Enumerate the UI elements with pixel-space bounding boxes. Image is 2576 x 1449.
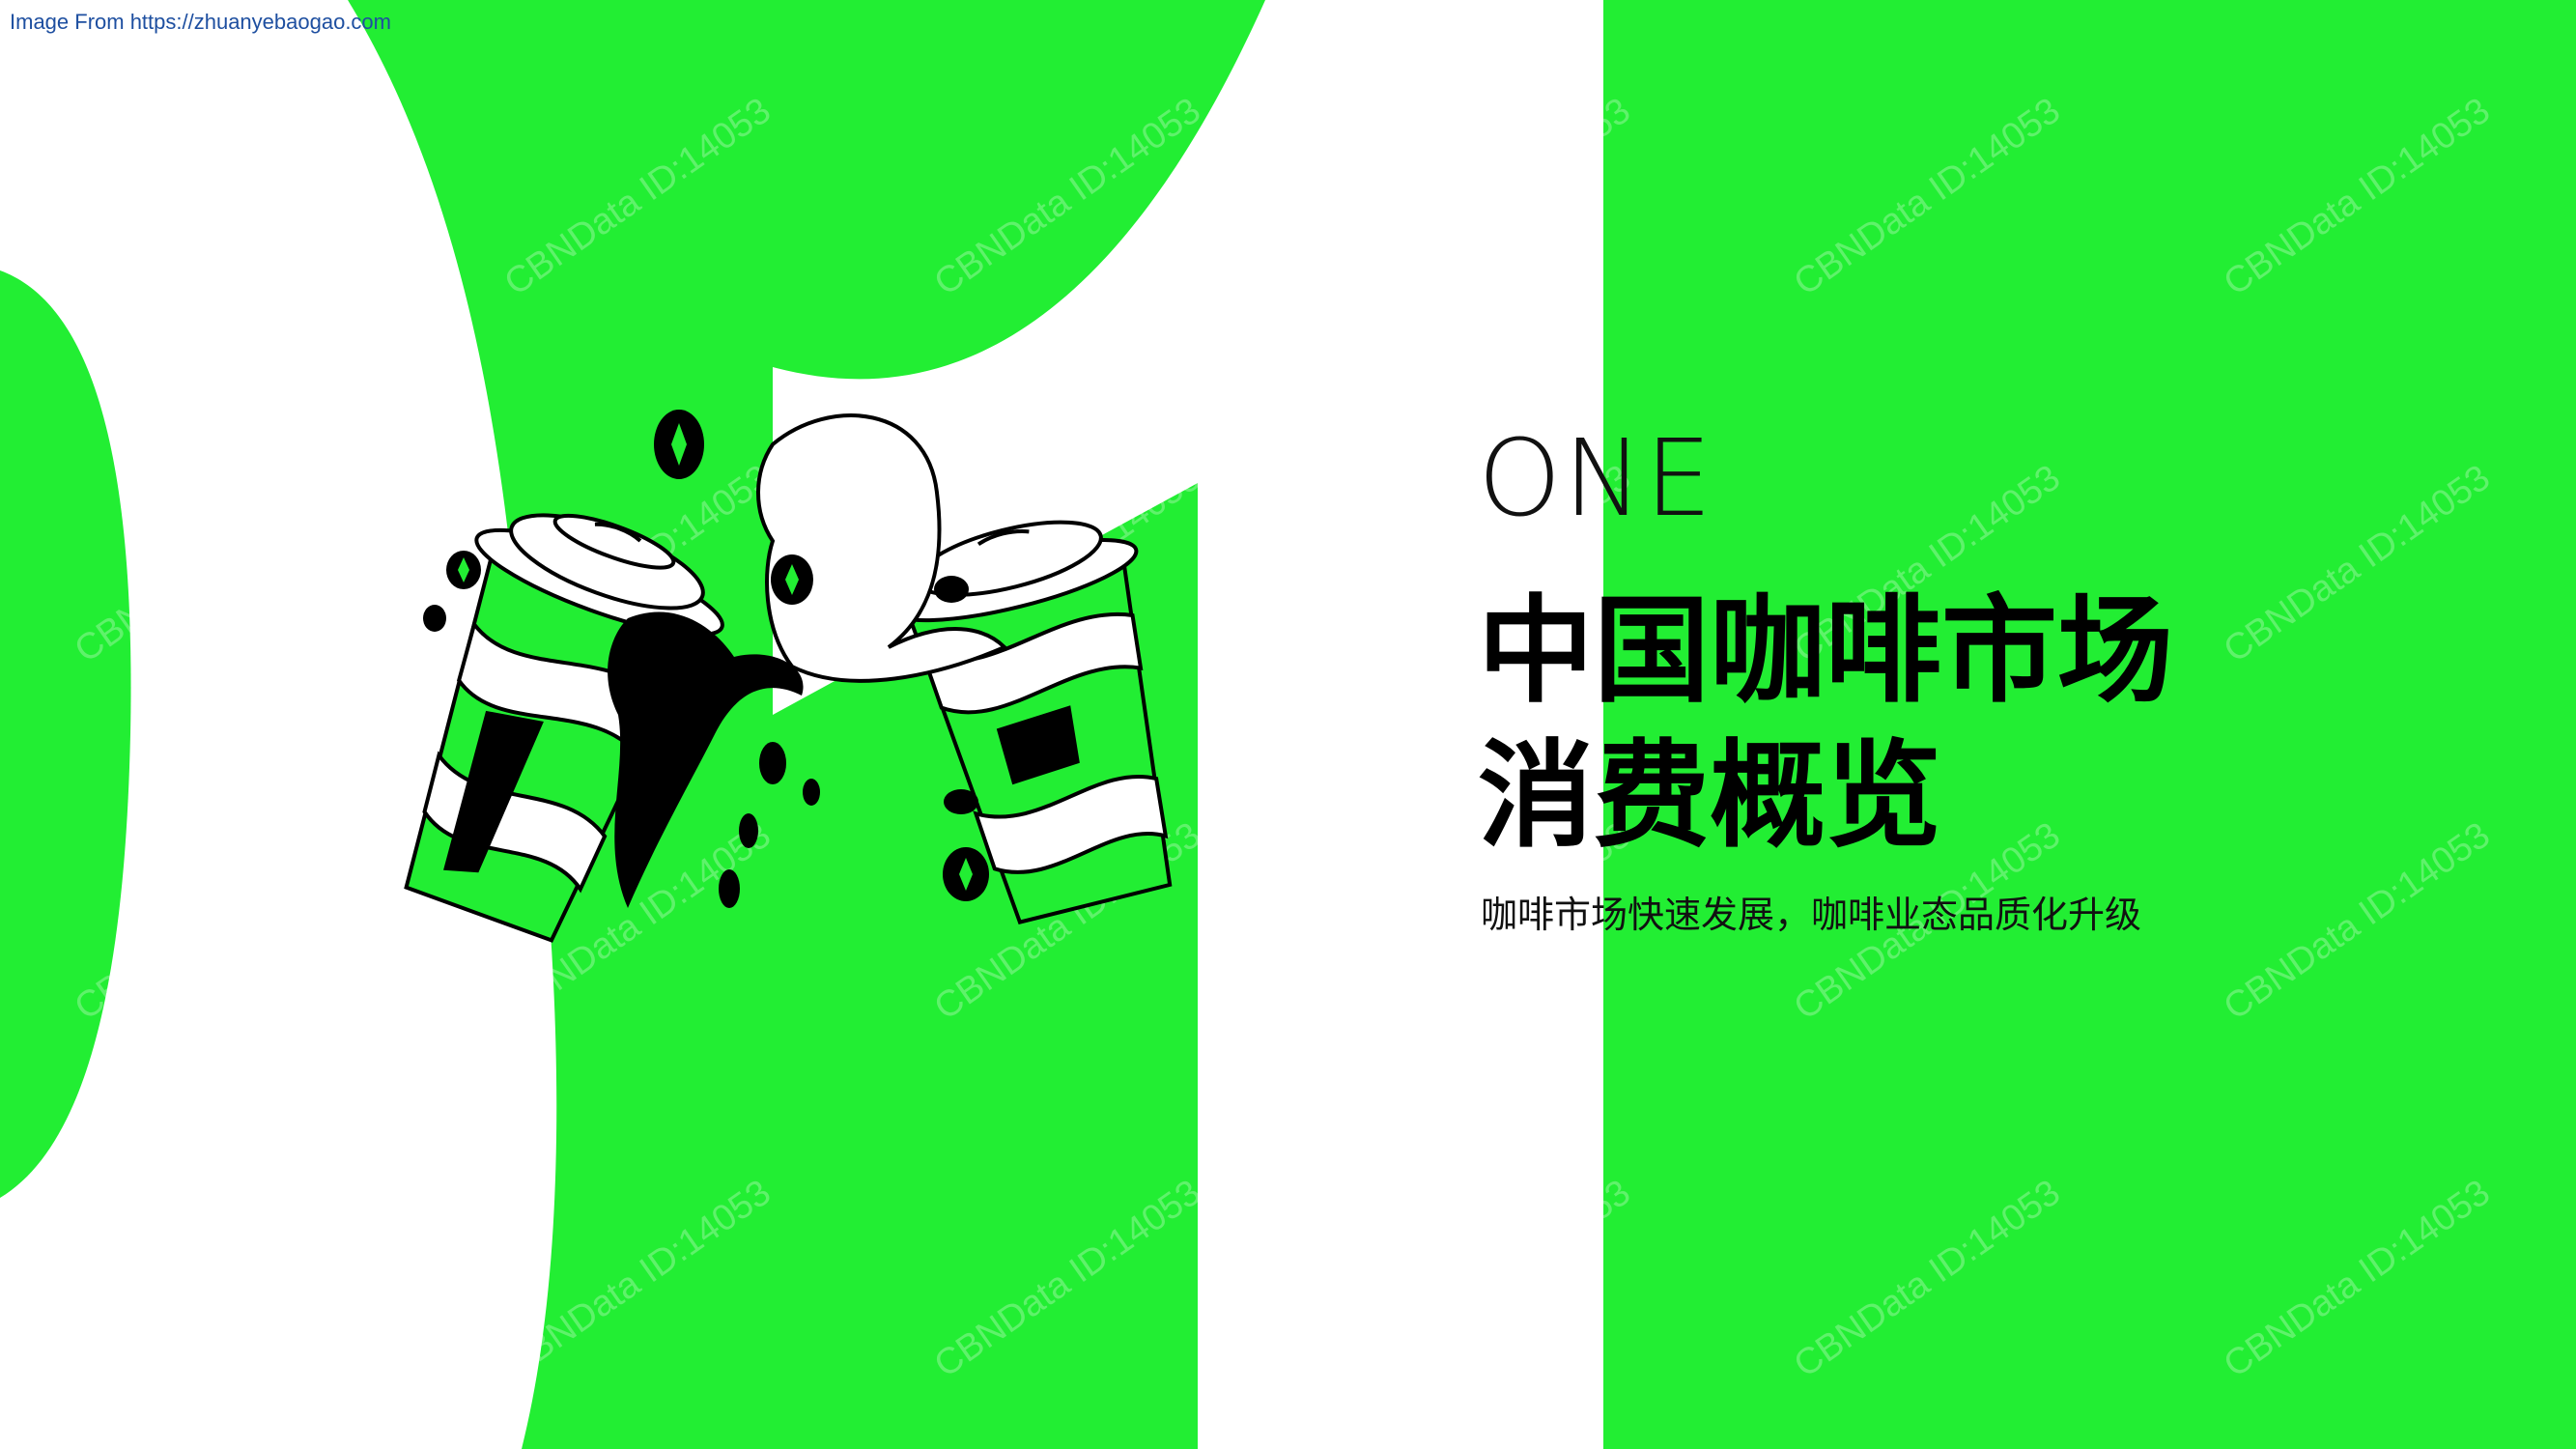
sparkle-beans [423,410,989,901]
coffee-drop [803,779,820,806]
section-number: ONE [1478,416,1714,540]
page-title: 中国咖啡市场 消费概览 [1478,580,2444,869]
left-green-sliver [0,270,131,1198]
title-line: 中国咖啡市场 [1478,584,2173,719]
large-zero-green-shape [348,0,1265,1449]
source-note: Image From https://zhuanyebaogao.com [10,10,391,34]
coffee-drop [759,742,786,784]
coffee-cups-illustration [404,410,1173,943]
title-line: 消费概览 [1478,729,1941,864]
coffee-splash [608,611,804,908]
coffee-drop [739,813,758,848]
coffee-drop [719,869,740,908]
right-green-band [1603,0,2576,1449]
milk-splash [756,413,1008,683]
page-subtitle: 咖啡市场快速发展，咖啡业态品质化升级 [1481,894,2142,936]
zero-counter-white [0,0,536,1449]
